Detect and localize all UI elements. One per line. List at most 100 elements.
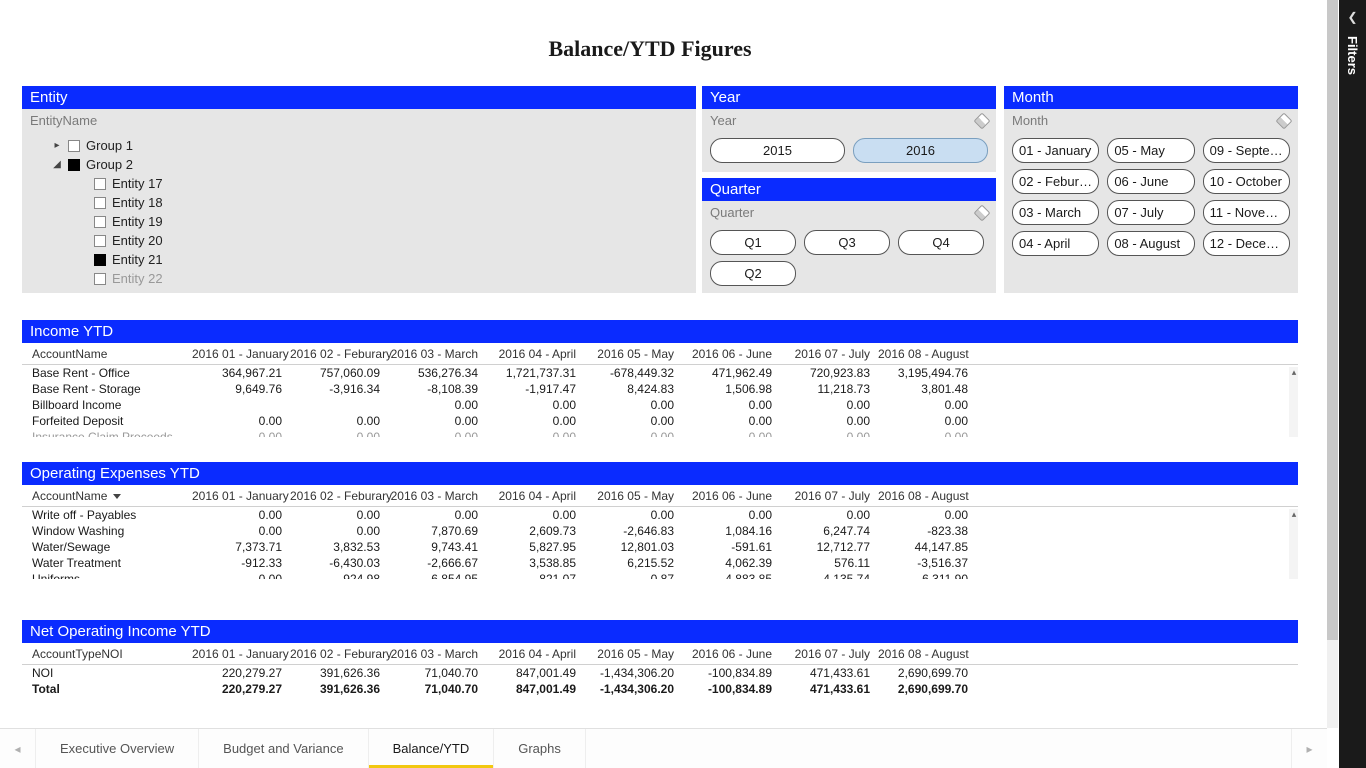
- table-row[interactable]: Forfeited Deposit0.000.000.000.000.000.0…: [22, 413, 1298, 429]
- column-header[interactable]: 2016 03 - March: [388, 647, 486, 661]
- table-row[interactable]: Write off - Payables0.000.000.000.000.00…: [22, 507, 1298, 523]
- scrollbar[interactable]: ▴ ▾: [1289, 509, 1298, 579]
- column-header[interactable]: 2016 04 - April: [486, 647, 584, 661]
- scrollbar[interactable]: ▴ ▾: [1289, 367, 1298, 437]
- column-header[interactable]: 2016 02 - Feburary: [290, 647, 388, 661]
- month-option[interactable]: 10 - October: [1203, 169, 1290, 194]
- month-option[interactable]: 09 - September: [1203, 138, 1290, 163]
- tree-item[interactable]: Entity 18: [38, 193, 690, 212]
- column-header[interactable]: 2016 01 - January: [192, 489, 290, 503]
- scroll-up-icon[interactable]: ▴: [1292, 509, 1297, 520]
- tree-item-label: Entity 20: [112, 233, 163, 248]
- column-header[interactable]: 2016 08 - August: [878, 647, 976, 661]
- tree-item[interactable]: Entity 22: [38, 269, 690, 288]
- column-header[interactable]: 2016 07 - July: [780, 647, 878, 661]
- column-header[interactable]: 2016 03 - March: [388, 347, 486, 361]
- column-header[interactable]: 2016 08 - August: [878, 347, 976, 361]
- page-tab[interactable]: Graphs: [494, 729, 586, 768]
- page-tab[interactable]: Balance/YTD: [369, 729, 495, 768]
- column-header[interactable]: 2016 06 - June: [682, 347, 780, 361]
- checkbox-icon[interactable]: [94, 273, 106, 285]
- canvas-scrollbar[interactable]: [1327, 0, 1338, 728]
- tree-item[interactable]: ▸Group 1: [38, 136, 690, 155]
- checkbox-icon[interactable]: [94, 216, 106, 228]
- column-header[interactable]: 2016 01 - January: [192, 347, 290, 361]
- checkbox-icon[interactable]: [94, 178, 106, 190]
- quarter-option[interactable]: Q4: [898, 230, 984, 255]
- table-row[interactable]: Water Treatment-912.33-6,430.03-2,666.67…: [22, 555, 1298, 571]
- tree-item[interactable]: Entity 19: [38, 212, 690, 231]
- scroll-up-icon[interactable]: ▴: [1292, 367, 1297, 378]
- checkbox-icon[interactable]: [94, 235, 106, 247]
- month-option[interactable]: 01 - January: [1012, 138, 1099, 163]
- column-header[interactable]: 2016 07 - July: [780, 347, 878, 361]
- table-row[interactable]: Insurance Claim Proceeds0.000.000.000.00…: [22, 429, 1298, 437]
- quarter-option[interactable]: Q2: [710, 261, 796, 286]
- checkbox-icon[interactable]: [94, 254, 106, 266]
- checkbox-icon[interactable]: [68, 159, 80, 171]
- tree-item[interactable]: Entity 20: [38, 231, 690, 250]
- table-row[interactable]: NOI220,279.27391,626.3671,040.70847,001.…: [22, 665, 1298, 681]
- column-header[interactable]: 2016 03 - March: [388, 489, 486, 503]
- checkbox-icon[interactable]: [68, 140, 80, 152]
- month-option[interactable]: 05 - May: [1107, 138, 1194, 163]
- column-header[interactable]: 2016 04 - April: [486, 347, 584, 361]
- quarter-option[interactable]: Q3: [804, 230, 890, 255]
- tree-item[interactable]: Entity 17: [38, 174, 690, 193]
- opex-grid[interactable]: AccountName2016 01 - January2016 02 - Fe…: [22, 485, 1298, 579]
- cell: 5,827.95: [486, 540, 584, 554]
- clear-icon[interactable]: [974, 112, 991, 129]
- column-header[interactable]: 2016 05 - May: [584, 347, 682, 361]
- tab-next-icon[interactable]: ▸: [1291, 729, 1327, 768]
- tree-item[interactable]: ◢Group 2: [38, 155, 690, 174]
- tree-item[interactable]: Entity 21: [38, 250, 690, 269]
- column-header[interactable]: 2016 02 - Feburary: [290, 347, 388, 361]
- column-header[interactable]: 2016 07 - July: [780, 489, 878, 503]
- page-tab[interactable]: Budget and Variance: [199, 729, 368, 768]
- income-grid[interactable]: AccountName2016 01 - January2016 02 - Fe…: [22, 343, 1298, 437]
- noi-grid[interactable]: AccountTypeNOI2016 01 - January2016 02 -…: [22, 643, 1298, 697]
- cell: 3,195,494.76: [878, 366, 976, 380]
- month-option[interactable]: 02 - Feburary: [1012, 169, 1099, 194]
- table-row[interactable]: Window Washing0.000.007,870.692,609.73-2…: [22, 523, 1298, 539]
- chevron-left-icon[interactable]: ❮: [1347, 10, 1357, 24]
- page-tab[interactable]: Executive Overview: [36, 729, 199, 768]
- column-header[interactable]: AccountName: [32, 347, 192, 361]
- table-row[interactable]: Total220,279.27391,626.3671,040.70847,00…: [22, 681, 1298, 697]
- checkbox-icon[interactable]: [94, 197, 106, 209]
- table-row[interactable]: Billboard Income0.000.000.000.000.000.00: [22, 397, 1298, 413]
- month-option[interactable]: 03 - March: [1012, 200, 1099, 225]
- column-header[interactable]: 2016 04 - April: [486, 489, 584, 503]
- scrollbar-thumb[interactable]: [1327, 0, 1338, 640]
- column-header[interactable]: 2016 01 - January: [192, 647, 290, 661]
- clear-icon[interactable]: [974, 204, 991, 221]
- tab-prev-icon[interactable]: ◂: [0, 729, 36, 768]
- table-row[interactable]: Water/Sewage7,373.713,832.539,743.415,82…: [22, 539, 1298, 555]
- table-row[interactable]: Base Rent - Storage9,649.76-3,916.34-8,1…: [22, 381, 1298, 397]
- column-header[interactable]: AccountName: [32, 489, 192, 503]
- year-option[interactable]: 2015: [710, 138, 845, 163]
- column-header[interactable]: 2016 05 - May: [584, 647, 682, 661]
- tree-toggle-icon[interactable]: ◢: [52, 159, 62, 170]
- cell: [290, 398, 388, 412]
- month-option[interactable]: 11 - November: [1203, 200, 1290, 225]
- year-option[interactable]: 2016: [853, 138, 988, 163]
- column-header[interactable]: 2016 06 - June: [682, 489, 780, 503]
- month-option[interactable]: 12 - December: [1203, 231, 1290, 256]
- filters-pane[interactable]: ❮ Filters: [1339, 0, 1366, 768]
- column-header[interactable]: 2016 08 - August: [878, 489, 976, 503]
- month-option[interactable]: 06 - June: [1107, 169, 1194, 194]
- quarter-option[interactable]: Q1: [710, 230, 796, 255]
- month-option[interactable]: 07 - July: [1107, 200, 1194, 225]
- row-name: Total: [32, 682, 192, 696]
- month-option[interactable]: 08 - August: [1107, 231, 1194, 256]
- column-header[interactable]: 2016 02 - Feburary: [290, 489, 388, 503]
- column-header[interactable]: 2016 05 - May: [584, 489, 682, 503]
- table-row[interactable]: Uniforms0.00924.986,854.95-821.070.87-4,…: [22, 571, 1298, 579]
- column-header[interactable]: 2016 06 - June: [682, 647, 780, 661]
- clear-icon[interactable]: [1276, 112, 1293, 129]
- month-option[interactable]: 04 - April: [1012, 231, 1099, 256]
- column-header[interactable]: AccountTypeNOI: [32, 647, 192, 661]
- table-row[interactable]: Base Rent - Office364,967.21757,060.0953…: [22, 365, 1298, 381]
- tree-toggle-icon[interactable]: ▸: [52, 140, 62, 151]
